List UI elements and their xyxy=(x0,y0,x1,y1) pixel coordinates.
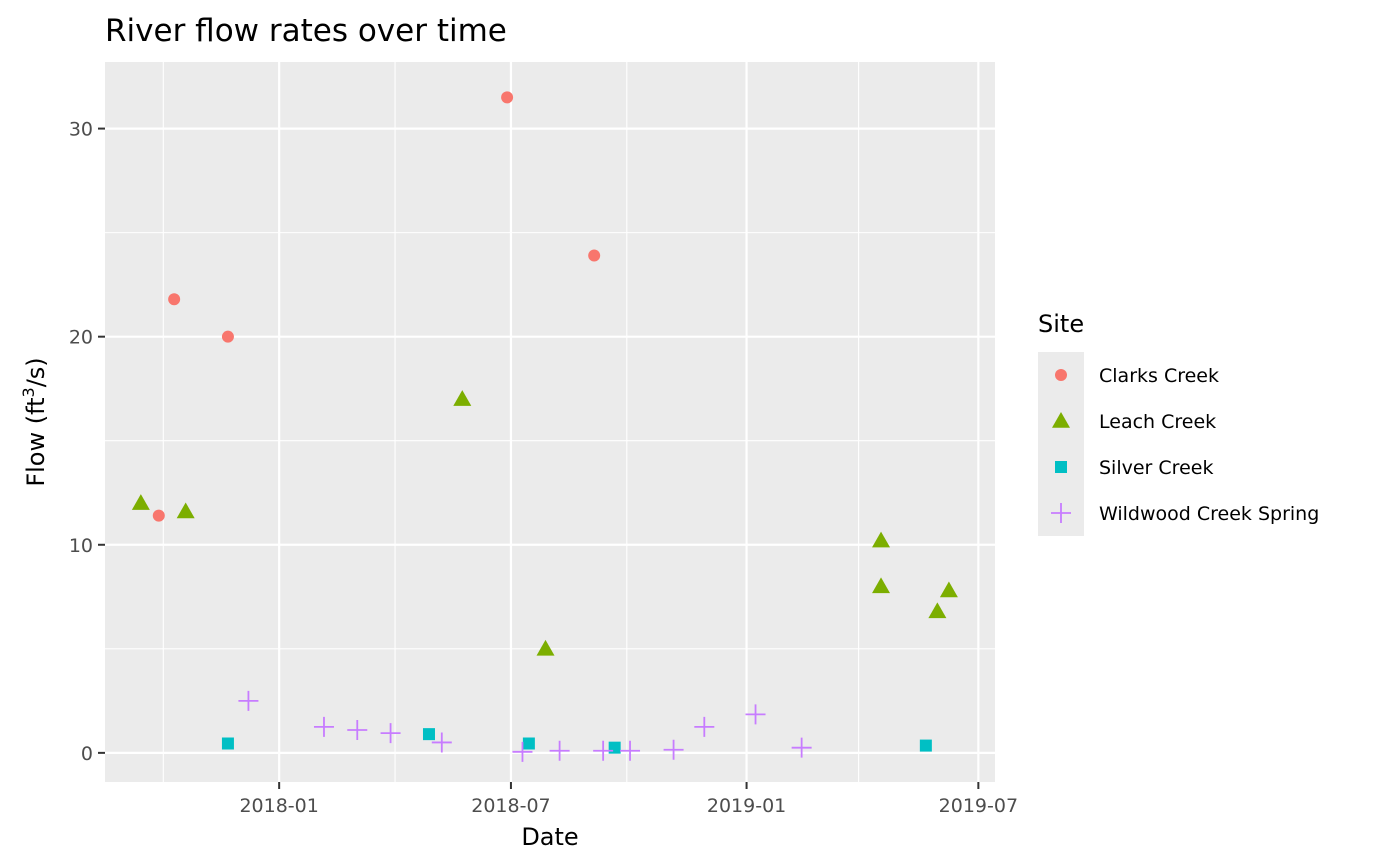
x-axis-title: Date xyxy=(521,823,578,851)
point-wildwood-creek-spring xyxy=(313,716,334,737)
y-axis-title-superscript: 3 xyxy=(19,387,38,397)
legend: Site Clarks Creek Leach Creek Silver Creek… xyxy=(1038,310,1319,536)
minor-gridlines xyxy=(105,62,995,782)
x-axis: 2018-01 2018-07 2019-01 2019-07 xyxy=(239,782,1018,817)
point-wildwood-creek-spring xyxy=(694,716,715,737)
point-leach-creek xyxy=(176,502,195,519)
y-axis-title-suffix: /s) xyxy=(22,357,50,387)
point-silver-creek xyxy=(221,737,234,750)
x-tick-label: 2018-07 xyxy=(471,795,550,817)
point-leach-creek xyxy=(453,390,472,406)
point-silver-creek xyxy=(422,728,435,741)
major-gridlines xyxy=(105,62,995,782)
point-wildwood-creek-spring xyxy=(431,732,452,753)
y-tick-label: 30 xyxy=(69,119,93,141)
legend-label-silver-creek: Silver Creek xyxy=(1099,457,1213,479)
point-wildwood-creek-spring xyxy=(745,704,766,725)
point-leach-creek xyxy=(536,639,555,656)
legend-label-wildwood-creek-spring: Wildwood Creek Spring xyxy=(1099,503,1319,525)
series-wildwood-creek-spring xyxy=(238,690,812,762)
legend-label-leach-creek: Leach Creek xyxy=(1099,411,1216,433)
point-silver-creek xyxy=(608,741,621,754)
y-tick-label: 10 xyxy=(69,535,93,557)
series-silver-creek xyxy=(221,728,932,754)
point-leach-creek xyxy=(872,577,891,594)
x-tick-label: 2019-01 xyxy=(707,795,786,817)
legend-key-leach-creek xyxy=(1052,412,1070,428)
point-clarks-creek xyxy=(152,509,165,522)
legend-key-wildwood-creek-spring xyxy=(1051,503,1071,523)
point-wildwood-creek-spring xyxy=(593,740,614,761)
point-leach-creek xyxy=(928,602,947,619)
series-leach-creek xyxy=(131,390,958,656)
series-clarks-creek xyxy=(152,91,601,522)
point-leach-creek xyxy=(131,494,150,510)
y-axis: 0 10 20 30 xyxy=(69,119,105,765)
point-wildwood-creek-spring xyxy=(512,741,533,762)
point-silver-creek xyxy=(919,739,932,752)
y-axis-title: Flow (ft3/s) xyxy=(19,357,50,486)
point-wildwood-creek-spring xyxy=(238,690,259,711)
y-axis-title-main: Flow (ft xyxy=(22,397,50,486)
point-leach-creek xyxy=(872,531,891,548)
x-tick-label: 2018-01 xyxy=(239,795,318,817)
y-tick-label: 0 xyxy=(81,743,93,765)
point-leach-creek xyxy=(939,581,958,598)
chart-title: River flow rates over time xyxy=(105,13,507,49)
plot-panel xyxy=(105,62,995,782)
point-wildwood-creek-spring xyxy=(380,723,401,744)
point-wildwood-creek-spring xyxy=(347,719,368,740)
legend-title: Site xyxy=(1038,310,1084,338)
point-wildwood-creek-spring xyxy=(663,739,684,760)
data-points xyxy=(131,91,958,762)
point-clarks-creek xyxy=(588,249,601,262)
point-wildwood-creek-spring xyxy=(549,740,570,761)
x-tick-label: 2019-07 xyxy=(939,795,1018,817)
point-wildwood-creek-spring xyxy=(620,740,641,761)
legend-label-clarks-creek: Clarks Creek xyxy=(1099,365,1219,387)
point-clarks-creek xyxy=(501,91,514,104)
y-tick-label: 20 xyxy=(69,327,93,349)
legend-key-silver-creek xyxy=(1055,461,1067,473)
legend-key-clarks-creek xyxy=(1055,369,1067,381)
point-clarks-creek xyxy=(221,330,234,343)
point-clarks-creek xyxy=(168,293,181,306)
point-silver-creek xyxy=(522,737,535,750)
point-wildwood-creek-spring xyxy=(791,737,812,758)
